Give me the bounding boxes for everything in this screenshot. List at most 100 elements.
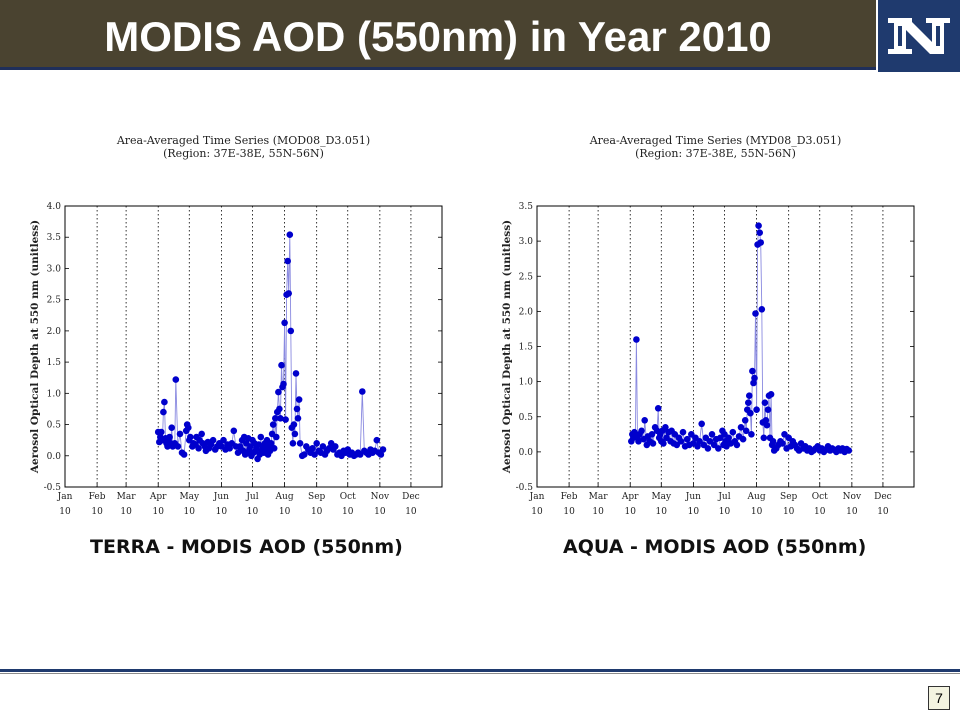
data-point — [767, 391, 775, 398]
data-point — [758, 306, 766, 313]
data-point — [745, 399, 752, 407]
x-tick-sublabel: 10 — [751, 507, 763, 517]
data-point — [742, 427, 750, 435]
x-tick-sublabel: 10 — [846, 507, 858, 517]
x-tick-sublabel: 10 — [531, 507, 543, 517]
data-point — [733, 441, 741, 449]
data-point — [648, 431, 656, 438]
aqua-aod-chart: Area-Averaged Time Series (MYD08_D3.051)… — [492, 120, 932, 520]
x-tick-label: May — [179, 492, 200, 502]
data-point — [257, 433, 265, 441]
data-point — [694, 443, 701, 450]
y-tick-label: 0.5 — [519, 413, 534, 423]
data-point — [373, 436, 381, 444]
x-tick-label: Dec — [402, 492, 420, 502]
y-axis-label: Aerosol Optical Depth at 550 nm (unitles… — [501, 220, 513, 474]
data-point — [654, 405, 662, 412]
footer-rule-thin — [0, 673, 960, 674]
data-point — [683, 435, 691, 443]
y-tick-label: -0.5 — [516, 483, 534, 493]
data-point — [749, 367, 756, 375]
data-point — [292, 370, 300, 377]
title-bar: MODIS AOD (550nm) in Year 2010 — [0, 0, 876, 70]
data-point — [296, 440, 304, 447]
data-point — [750, 379, 757, 387]
data-point — [763, 421, 771, 429]
x-tick-label: Jan — [57, 492, 73, 502]
data-point — [198, 430, 205, 438]
footer-rule — [0, 669, 960, 672]
unr-n-logo — [878, 0, 960, 72]
data-point — [168, 424, 175, 432]
x-tick-sublabel: 10 — [405, 507, 417, 517]
data-point — [284, 257, 292, 265]
data-point — [285, 290, 293, 297]
chart-subtitle: (Region: 37E-38E, 55N-56N) — [635, 147, 796, 160]
data-point — [276, 405, 283, 413]
data-point — [748, 431, 755, 438]
y-tick-label: 0.5 — [47, 421, 62, 431]
x-tick-sublabel: 10 — [91, 507, 103, 517]
x-tick-sublabel: 10 — [783, 507, 795, 517]
x-tick-label: Aug — [275, 492, 294, 502]
y-tick-label: 0.0 — [519, 448, 534, 458]
data-point — [180, 451, 188, 458]
x-tick-label: Oct — [812, 492, 828, 502]
terra-chart-svg: Area-Averaged Time Series (MOD08_D3.051)… — [29, 134, 443, 517]
y-axis-label: Aerosol Optical Depth at 550 nm (unitles… — [29, 220, 41, 474]
data-point — [270, 445, 278, 452]
x-tick-sublabel: 10 — [152, 507, 164, 517]
y-tick-label: 0.0 — [47, 452, 62, 462]
data-point — [158, 428, 165, 436]
data-point — [280, 380, 287, 388]
data-point — [845, 447, 853, 454]
data-point — [289, 440, 297, 447]
data-point — [704, 445, 712, 452]
data-point — [277, 415, 284, 422]
data-point — [737, 424, 745, 431]
data-point — [715, 445, 722, 452]
data-point — [185, 424, 192, 432]
y-tick-label: 3.0 — [47, 264, 62, 274]
data-point — [291, 430, 299, 438]
data-point — [677, 438, 685, 445]
data-point — [635, 438, 642, 445]
data-point — [739, 435, 747, 443]
x-tick-sublabel: 10 — [59, 507, 71, 517]
x-tick-sublabel: 10 — [688, 507, 700, 517]
x-tick-sublabel: 10 — [624, 507, 636, 517]
y-tick-label: 4.0 — [47, 202, 62, 212]
data-point — [753, 406, 760, 414]
data-point — [295, 396, 303, 403]
data-point — [332, 443, 339, 450]
data-point — [746, 392, 753, 400]
chart-title: Area-Averaged Time Series (MYD08_D3.051) — [589, 134, 842, 147]
data-point — [195, 445, 202, 452]
x-tick-label: Sep — [780, 492, 797, 502]
data-point — [269, 421, 277, 428]
data-point — [747, 409, 754, 417]
data-point — [209, 436, 217, 444]
x-tick-sublabel: 10 — [719, 507, 731, 517]
x-tick-label: May — [651, 492, 672, 502]
data-point — [290, 421, 298, 428]
data-point — [762, 417, 770, 424]
data-point — [679, 428, 687, 436]
data-point — [220, 436, 227, 444]
data-point — [282, 416, 289, 423]
x-tick-sublabel: 10 — [216, 507, 228, 517]
x-tick-label: Apr — [149, 492, 167, 502]
data-point — [764, 406, 772, 414]
aqua-chart-svg: Area-Averaged Time Series (MYD08_D3.051)… — [501, 134, 915, 517]
data-point — [662, 424, 669, 431]
data-point — [166, 433, 173, 441]
y-tick-label: 2.0 — [47, 327, 62, 337]
data-point — [174, 443, 182, 450]
data-point — [267, 440, 275, 447]
data-point — [287, 327, 295, 335]
x-tick-label: Nov — [371, 492, 390, 502]
data-point — [752, 310, 759, 317]
y-tick-label: 1.0 — [519, 378, 534, 388]
y-tick-label: 1.5 — [47, 358, 62, 368]
y-tick-label: 3.5 — [47, 233, 62, 243]
